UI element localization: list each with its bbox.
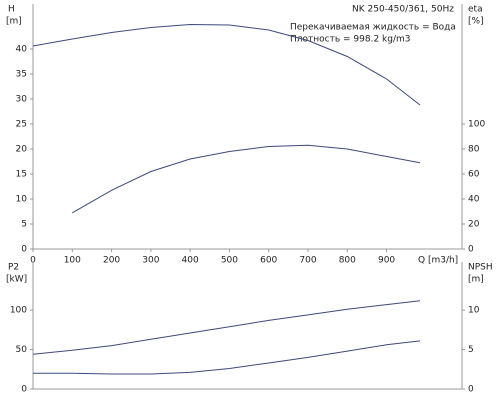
x-tick-label: 0	[30, 256, 36, 266]
y2-tick-label: 0	[468, 385, 474, 395]
curve	[33, 340, 421, 375]
y-tick-label: 100	[10, 306, 27, 316]
curve	[32, 300, 421, 355]
y-axis-unit: [kW]	[6, 275, 27, 285]
y2-tick-label: 100	[468, 120, 485, 130]
curve	[72, 144, 421, 214]
x-tick-label: 900	[378, 256, 395, 266]
y-tick-label: 50	[16, 345, 28, 355]
curve	[32, 23, 421, 106]
y-tick-label: 15	[16, 170, 27, 180]
y2-tick-label: 40	[468, 195, 480, 205]
y-tick-label: 40	[16, 45, 28, 55]
y2-axis-unit: [m]	[468, 275, 484, 285]
y2-tick-label: 10	[468, 306, 480, 316]
x-tick-label: 600	[260, 256, 277, 266]
x-tick-label: 700	[299, 256, 316, 266]
y-tick-label: 0	[21, 385, 27, 395]
y-tick-label: 25	[16, 120, 27, 130]
y-tick-label: 30	[16, 95, 28, 105]
y2-tick-label: 5	[468, 345, 474, 355]
y-tick-label: 0	[21, 245, 27, 255]
x-tick-label: 800	[339, 256, 356, 266]
x-tick-label: 200	[103, 256, 120, 266]
y2-axis-label: eta	[468, 5, 483, 15]
y-axis-unit: [m]	[6, 17, 22, 27]
x-tick-label: 400	[182, 256, 199, 266]
y2-axis-label: NPSH	[468, 263, 493, 273]
y2-tick-label: 20	[468, 220, 480, 230]
y2-tick-label: 80	[468, 145, 480, 155]
x-tick-label: 100	[64, 256, 81, 266]
y-tick-label: 10	[16, 195, 28, 205]
annotation: Плотность = 998.2 kg/m3	[290, 35, 411, 45]
y2-tick-label: 0	[468, 245, 474, 255]
chart-title: NK 250-450/361, 50Hz	[352, 5, 454, 15]
y2-tick-label: 60	[468, 170, 480, 180]
y-tick-label: 5	[21, 220, 27, 230]
annotation: Перекачиваемая жидкость = Вода	[290, 23, 456, 33]
y-axis-label: H	[8, 5, 15, 15]
x-tick-label: 300	[142, 256, 159, 266]
y-axis-label: P2	[8, 263, 19, 273]
y-tick-label: 35	[16, 70, 27, 80]
y-tick-label: 20	[16, 145, 28, 155]
x-tick-label: 500	[221, 256, 238, 266]
y2-axis-unit: [%]	[468, 17, 484, 27]
x-axis-label: Q [m3/h]	[418, 256, 458, 266]
